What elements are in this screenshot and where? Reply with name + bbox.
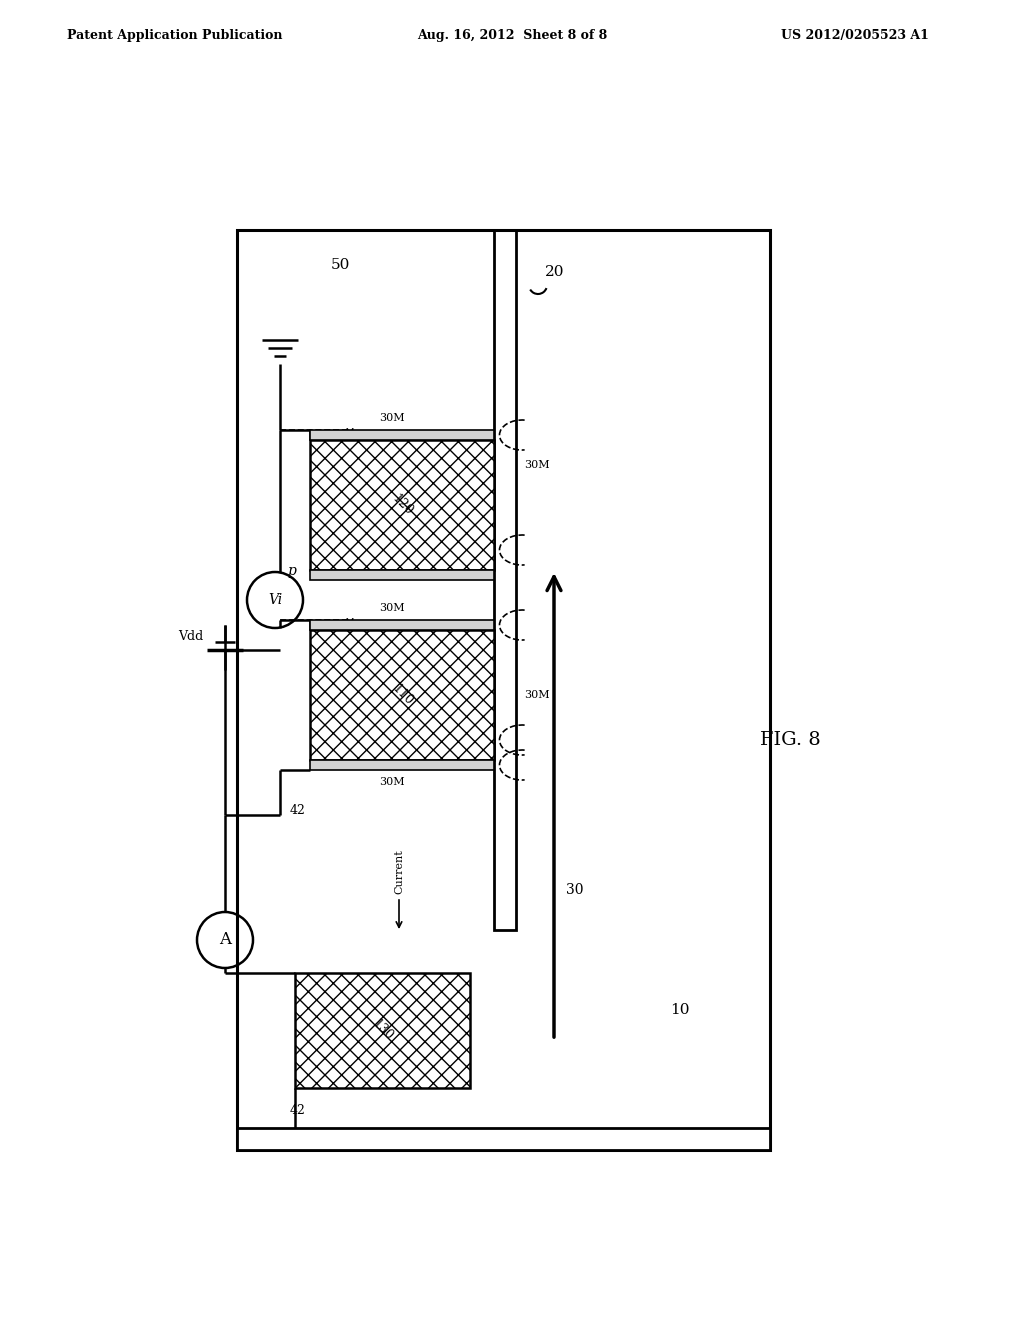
Text: FIG. 8: FIG. 8 (760, 731, 820, 748)
Text: 30M: 30M (524, 459, 550, 470)
Bar (310, 430, 494, 440)
Bar (310, 620, 494, 630)
Bar (494, 230, 516, 931)
Text: 130: 130 (370, 1018, 395, 1044)
Bar (310, 570, 494, 579)
Text: Patent Application Publication: Patent Application Publication (68, 29, 283, 41)
Text: p: p (288, 564, 296, 578)
Text: Vi: Vi (268, 593, 283, 607)
Text: 30M: 30M (379, 413, 404, 422)
Bar (310, 760, 494, 770)
Text: US 2012/0205523 A1: US 2012/0205523 A1 (781, 29, 929, 41)
Bar (295, 973, 470, 1088)
Text: Vdd: Vdd (178, 631, 203, 644)
Text: Current: Current (394, 850, 404, 895)
Bar (237, 1129, 770, 1150)
Text: 30: 30 (566, 883, 584, 898)
Text: 110: 110 (389, 682, 415, 708)
Text: 30M: 30M (524, 690, 550, 700)
Text: 42: 42 (290, 804, 306, 817)
Text: 30M: 30M (379, 777, 404, 787)
Text: A: A (219, 932, 231, 949)
Text: 50: 50 (331, 257, 349, 272)
Text: 42: 42 (290, 1104, 306, 1117)
Text: 30M: 30M (379, 603, 404, 612)
Text: 10: 10 (671, 1003, 690, 1016)
Bar (310, 630, 494, 760)
Text: 120: 120 (389, 492, 415, 517)
Bar (310, 440, 494, 570)
Text: 20: 20 (545, 265, 565, 279)
Bar (237, 230, 770, 1150)
Text: Aug. 16, 2012  Sheet 8 of 8: Aug. 16, 2012 Sheet 8 of 8 (417, 29, 607, 41)
